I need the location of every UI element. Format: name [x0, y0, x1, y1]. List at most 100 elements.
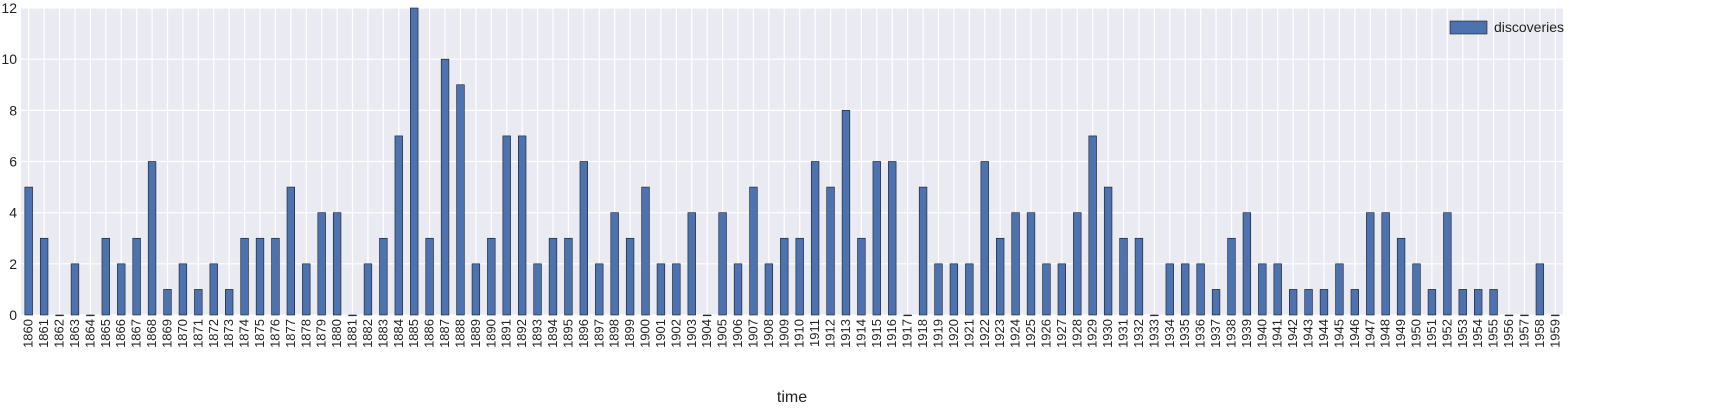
x-tick-label: 1900	[638, 319, 653, 348]
x-tick-label: 1922	[977, 319, 992, 348]
bar-1873	[225, 289, 234, 316]
x-tick-label: 1940	[1254, 319, 1269, 348]
x-tick-label: 1948	[1378, 319, 1393, 348]
x-tick-label: 1890	[483, 319, 498, 348]
bar-1955	[1489, 289, 1498, 316]
bar-1872	[209, 263, 218, 316]
x-tick-label: 1912	[823, 319, 838, 348]
x-tick-label: 1895	[560, 319, 575, 348]
bar-1860	[24, 186, 33, 316]
x-tick-label: 1902	[668, 319, 683, 348]
bar-1953	[1458, 289, 1467, 316]
x-tick-label: 1871	[190, 319, 205, 348]
x-tick-label: 1954	[1470, 319, 1485, 348]
y-tick-label: 10	[1, 51, 17, 67]
bar-1904	[703, 314, 712, 317]
bar-1865	[101, 237, 110, 316]
x-tick-label: 1944	[1316, 319, 1331, 348]
legend: discoveries	[1449, 19, 1564, 35]
bar-1920	[949, 263, 959, 316]
x-tick-label: 1926	[1038, 319, 1053, 348]
bar-1932	[1134, 237, 1144, 316]
bar-1929	[1088, 135, 1097, 316]
bar-1919	[934, 263, 943, 316]
x-tick-label: 1945	[1331, 319, 1346, 348]
x-tick-label: 1897	[591, 319, 606, 348]
bar-1936	[1196, 263, 1205, 316]
x-tick-label: 1877	[283, 319, 298, 348]
bar-1924	[1011, 212, 1020, 316]
bar-1925	[1026, 212, 1036, 316]
bar-1888	[456, 84, 465, 316]
bar-1879	[317, 212, 326, 316]
bar-1863	[70, 263, 80, 316]
x-tick-label: 1904	[699, 319, 714, 348]
bar-1907	[749, 186, 758, 316]
x-tick-label: 1958	[1532, 319, 1547, 348]
x-tick-label: 1888	[452, 319, 467, 348]
x-tick-label: 1911	[807, 319, 822, 347]
x-tick-label: 1874	[237, 319, 252, 348]
y-tick-label: 6	[9, 154, 17, 170]
bar-1899	[625, 237, 635, 316]
bar-1894	[548, 237, 558, 316]
y-tick-label: 0	[9, 307, 17, 323]
x-tick-label: 1909	[776, 319, 791, 348]
bar-1890	[487, 237, 496, 316]
x-tick-label: 1870	[175, 319, 190, 348]
bar-1864	[86, 314, 95, 317]
bar-1945	[1335, 263, 1344, 316]
x-axis-label: time	[777, 389, 807, 406]
x-tick-label: 1906	[730, 319, 745, 348]
x-tick-label: 1938	[1223, 319, 1238, 348]
x-tick-label: 1883	[375, 319, 390, 348]
legend-label-discoveries: discoveries	[1494, 19, 1564, 35]
x-tick-label: 1889	[468, 319, 483, 348]
y-axis-ticks: 0 2 4 6 8 10 12	[1, 0, 17, 323]
bars	[24, 7, 1560, 317]
bar-1900	[641, 186, 650, 316]
bar-1931	[1119, 237, 1128, 316]
bar-1928	[1073, 212, 1082, 316]
x-tick-label: 1887	[437, 319, 452, 348]
bar-1880	[332, 212, 342, 316]
x-tick-label: 1929	[1085, 319, 1100, 348]
bar-1942	[1288, 289, 1298, 316]
x-tick-label: 1867	[129, 319, 144, 348]
bar-1895	[564, 237, 573, 316]
bar-1892	[517, 135, 527, 316]
x-tick-label: 1917	[900, 319, 915, 348]
x-tick-label: 1879	[314, 319, 329, 348]
x-tick-label: 1898	[607, 319, 622, 348]
bar-1939	[1242, 212, 1252, 316]
bar-1903	[687, 212, 696, 316]
bar-1938	[1227, 237, 1236, 316]
x-tick-label: 1910	[792, 319, 807, 348]
x-tick-label: 1896	[576, 319, 591, 348]
bar-1958	[1535, 263, 1545, 316]
x-tick-label: 1951	[1424, 319, 1439, 348]
bar-1875	[255, 237, 265, 316]
x-tick-label: 1943	[1301, 319, 1316, 348]
bar-1862	[55, 314, 64, 317]
bar-1951	[1427, 289, 1437, 316]
bar-1874	[240, 237, 249, 316]
x-tick-label: 1885	[406, 319, 421, 348]
bar-1922	[980, 161, 989, 316]
bar-1914	[857, 237, 866, 316]
bar-1915	[872, 161, 881, 316]
x-tick-label: 1932	[1131, 319, 1146, 348]
bar-1869	[163, 289, 172, 316]
bar-1944	[1319, 289, 1329, 316]
x-tick-label: 1955	[1486, 319, 1501, 348]
x-tick-label: 1953	[1455, 319, 1470, 348]
x-tick-label: 1875	[252, 319, 267, 348]
x-tick-label: 1937	[1208, 319, 1223, 348]
bar-1861	[39, 237, 49, 316]
bar-1950	[1412, 263, 1421, 316]
x-tick-label: 1947	[1362, 319, 1377, 348]
bar-1882	[363, 263, 373, 316]
bar-1937	[1211, 289, 1221, 316]
x-tick-label: 1927	[1054, 319, 1069, 348]
